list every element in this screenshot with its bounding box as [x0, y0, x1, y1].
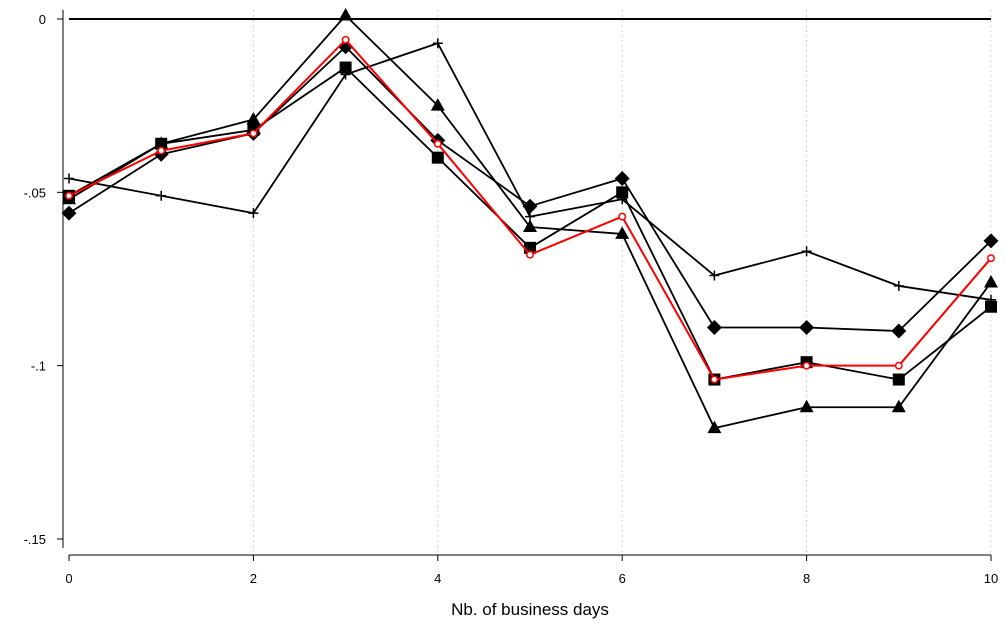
x-tick-label: 10	[984, 571, 998, 586]
x-tick-label: 4	[434, 571, 441, 586]
circle-marker	[433, 139, 442, 148]
x-tick-label: 8	[803, 571, 810, 586]
series-line	[68, 45, 992, 332]
series-group	[61, 8, 999, 434]
plus-marker	[893, 280, 904, 291]
x-axis-title: Nb. of business days	[451, 600, 609, 619]
circle-marker	[710, 375, 719, 384]
diamond-marker	[891, 323, 907, 339]
triangle-marker	[338, 8, 353, 21]
gridlines	[252, 10, 992, 555]
square-marker	[339, 61, 352, 74]
plus-marker	[617, 194, 628, 205]
circle-marker	[894, 361, 903, 370]
triangle-marker	[984, 274, 998, 288]
x-tick-label: 2	[250, 571, 257, 586]
x-tick-label: 0	[65, 571, 72, 586]
series-plus	[64, 38, 996, 305]
circle-marker	[341, 35, 350, 44]
circle-marker	[65, 191, 73, 200]
triangle-marker	[246, 112, 261, 125]
diamond-marker	[61, 205, 77, 221]
square-marker	[431, 151, 444, 164]
triangle-marker	[799, 399, 814, 413]
circle-marker	[157, 146, 166, 155]
plus-marker	[525, 211, 535, 222]
x-tick-label: 6	[619, 571, 626, 586]
triangle-marker	[523, 219, 537, 232]
diamond-marker	[799, 320, 815, 336]
plus-marker	[340, 69, 351, 80]
circle-marker	[987, 254, 995, 263]
plus-marker	[801, 246, 812, 257]
triangle-marker	[430, 98, 445, 111]
circle-marker	[249, 129, 258, 138]
series-circle-hollow	[65, 35, 995, 384]
plus-marker	[709, 270, 720, 281]
plus-marker	[248, 208, 259, 219]
square-marker	[892, 373, 905, 386]
axes: 0 -.05 -.1 -.15 0 2 4 6 8 10	[24, 10, 998, 586]
circle-marker	[618, 212, 627, 221]
series-line	[68, 42, 992, 301]
series-triangle	[62, 8, 998, 434]
triangle-marker	[154, 136, 169, 149]
triangle-marker	[891, 399, 906, 413]
y-tick-label: -.1	[31, 359, 46, 374]
y-tick-label: -.15	[24, 532, 46, 547]
y-tick-label: 0	[39, 12, 46, 27]
circle-marker	[526, 250, 534, 259]
series-diamond	[61, 39, 999, 339]
diamond-marker	[706, 320, 722, 336]
plus-marker	[64, 173, 74, 184]
circle-marker	[802, 361, 811, 370]
triangle-marker	[707, 420, 722, 434]
square-marker	[616, 186, 629, 199]
triangle-marker	[615, 226, 630, 239]
plus-marker	[986, 294, 996, 305]
y-tick-label: -.05	[24, 185, 46, 200]
plus-marker	[156, 190, 167, 201]
diamond-marker	[983, 233, 999, 249]
square-marker	[985, 300, 997, 313]
diamond-marker	[614, 170, 630, 186]
plus-marker	[432, 38, 443, 49]
